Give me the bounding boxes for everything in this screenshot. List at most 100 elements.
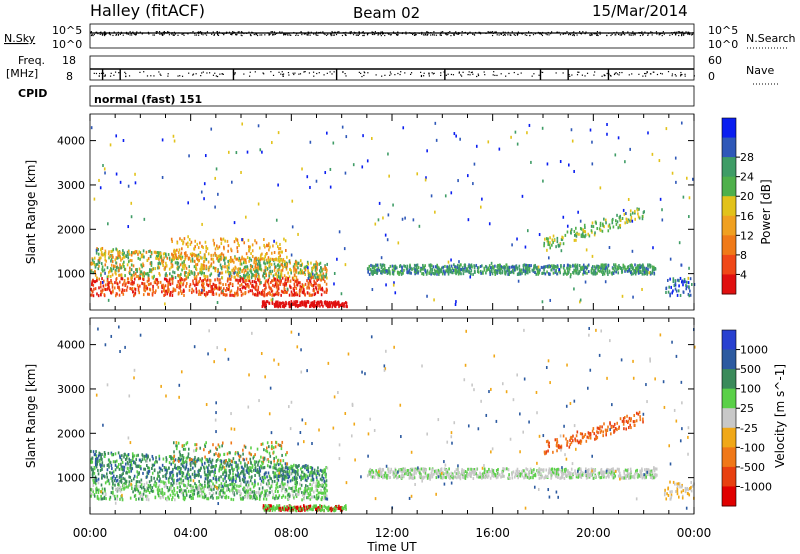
range-gate-cell (313, 495, 316, 499)
range-gate-cell (188, 154, 190, 158)
nsky-point (129, 31, 131, 33)
range-gate-cell (245, 261, 247, 265)
nave-point (125, 75, 127, 77)
range-gate-cell (522, 264, 525, 268)
nsky-point (261, 34, 263, 36)
range-gate-cell (316, 275, 319, 279)
range-gate-cell (314, 484, 317, 488)
nsky-point (327, 33, 329, 35)
range-gate-cell (165, 272, 167, 276)
range-gate-cell (538, 271, 541, 275)
range-gate-cell (173, 257, 176, 261)
nave-point (652, 71, 654, 73)
range-gate-cell (189, 252, 192, 256)
range-gate-cell (398, 271, 401, 275)
range-gate-cell (265, 286, 267, 290)
range-gate-cell (326, 268, 328, 272)
range-gate-cell (537, 272, 539, 276)
range-gate-cell (296, 293, 299, 297)
range-gate-cell (248, 285, 250, 289)
range-gate-cell (638, 266, 640, 270)
range-gate-cell (684, 280, 686, 284)
range-gate-cell (265, 258, 268, 262)
range-gate-cell (289, 479, 292, 483)
range-gate-cell (120, 277, 123, 281)
range-gate-cell (162, 457, 165, 461)
range-gate-cell (433, 272, 436, 276)
range-gate-cell (117, 463, 120, 467)
range-gate-cell (244, 291, 247, 295)
nsky-point (211, 33, 213, 35)
range-gate-cell (307, 276, 310, 280)
range-gate-cell (499, 271, 502, 275)
range-gate-cell (200, 190, 203, 194)
range-gate-cell (127, 225, 130, 229)
range-gate-cell (602, 268, 604, 272)
range-gate-cell (433, 268, 436, 272)
range-gate-cell (606, 269, 609, 273)
range-gate-cell (200, 256, 202, 260)
range-gate-cell (578, 263, 581, 267)
range-gate-cell (321, 484, 324, 488)
range-gate-cell (229, 277, 232, 281)
nave-point (458, 72, 460, 74)
range-gate-cell (512, 268, 514, 272)
nave-point (493, 71, 495, 73)
range-gate-cell (275, 285, 278, 289)
range-gate-cell (319, 304, 321, 308)
range-gate-cell (273, 479, 276, 483)
range-gate-cell (279, 483, 282, 487)
range-gate-cell (209, 487, 212, 491)
range-gate-cell (103, 474, 105, 478)
nsky-point (433, 34, 436, 36)
range-gate-cell (125, 457, 127, 461)
range-gate-cell (279, 258, 281, 262)
range-gate-cell (287, 495, 290, 499)
range-gate-cell (198, 292, 200, 296)
range-gate-cell (386, 271, 389, 275)
range-gate-cell (262, 466, 265, 470)
range-gate-cell (317, 470, 320, 474)
range-gate-cell (520, 268, 523, 272)
range-gate-cell (257, 256, 260, 260)
range-gate-cell (248, 475, 251, 479)
range-gate-cell (591, 267, 593, 271)
range-gate-cell (606, 132, 608, 136)
range-gate-cell (374, 222, 377, 226)
range-gate-cell (508, 272, 510, 276)
range-gate-cell (130, 201, 133, 205)
range-gate-cell (374, 269, 377, 273)
range-gate-cell (227, 272, 230, 276)
range-gate-cell (218, 476, 220, 480)
range-gate-cell (134, 181, 137, 185)
range-gate-cell (140, 486, 143, 490)
range-gate-cell (269, 486, 271, 490)
range-gate-cell (168, 486, 171, 490)
nsky-point (237, 31, 239, 33)
range-gate-cell (549, 272, 551, 276)
range-gate-cell (229, 282, 231, 286)
range-gate-cell (217, 457, 219, 461)
range-gate-cell (600, 263, 603, 267)
range-gate-cell (178, 286, 180, 290)
range-gate-cell (145, 272, 147, 276)
range-gate-cell (539, 268, 541, 272)
range-gate-cell (191, 254, 193, 258)
range-gate-cell (410, 266, 412, 270)
range-gate-cell (503, 265, 506, 269)
range-gate-cell (314, 265, 316, 269)
range-gate-cell (272, 470, 274, 474)
range-gate-cell (292, 276, 295, 280)
range-gate-cell (104, 271, 106, 275)
range-gate-cell (176, 491, 178, 495)
range-gate-cell (215, 480, 218, 484)
range-gate-cell (135, 485, 138, 489)
range-gate-cell (230, 258, 233, 262)
range-gate-cell (170, 290, 172, 294)
nave-point (282, 75, 284, 78)
range-gate-cell (114, 497, 116, 501)
range-gate-cell (590, 224, 593, 228)
range-gate-cell (202, 490, 205, 494)
range-gate-cell (178, 283, 181, 287)
range-gate-cell (288, 466, 290, 470)
